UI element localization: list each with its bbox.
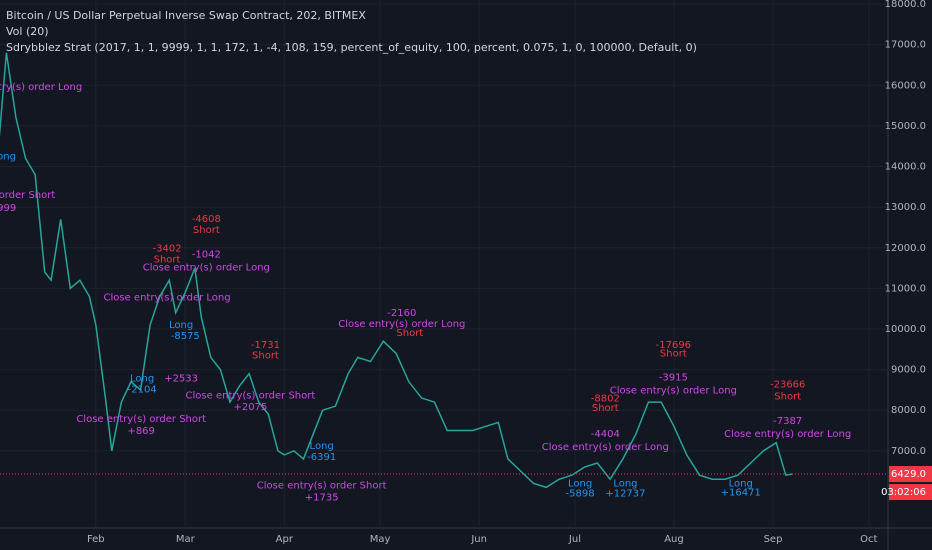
trade-annotation: -4404 bbox=[591, 429, 620, 440]
y-tick-label: 14000.0 bbox=[885, 162, 926, 173]
trade-annotation: Short bbox=[660, 349, 687, 360]
trade-annotation: Long bbox=[130, 373, 154, 384]
trade-annotation: Short bbox=[592, 403, 619, 414]
trade-annotation: entry(s) order Long bbox=[0, 82, 82, 93]
timer-label: 03:02:06 bbox=[881, 487, 926, 498]
trade-annotation: Close entry(s) order Short bbox=[257, 480, 387, 491]
x-tick-label: May bbox=[370, 534, 391, 545]
trade-annotation: +12737 bbox=[605, 488, 645, 499]
x-tick-label: Aug bbox=[664, 534, 684, 545]
trade-annotation: -2160 bbox=[387, 308, 416, 319]
trade-annotation: -8802 bbox=[591, 393, 620, 404]
trade-annotation: -7387 bbox=[773, 416, 802, 427]
trade-annotation: -1731 bbox=[251, 340, 280, 351]
axes: 7000.0 8000.0 9000.0 10000.0 11000.0 12000.0 1… bbox=[87, 0, 932, 545]
volume-label: Vol (20) bbox=[6, 25, 49, 38]
chart-title: Bitcoin / US Dollar Perpetual Inverse Sw… bbox=[6, 9, 366, 22]
trade-annotation: Close entry(s) order Long bbox=[542, 442, 669, 453]
price-line bbox=[0, 52, 793, 489]
y-tick-label: 18000.0 bbox=[885, 0, 926, 10]
x-tick-label: Mar bbox=[176, 534, 196, 545]
trade-annotation: -17696 bbox=[656, 340, 691, 351]
x-tick-label: Jun bbox=[470, 534, 487, 545]
x-tick-label: Apr bbox=[276, 534, 294, 545]
trade-annotation: -1042 bbox=[192, 250, 221, 261]
y-tick-label: 8000.0 bbox=[891, 405, 926, 416]
trade-annotation: Close entry(s) order Long bbox=[610, 385, 737, 396]
trade-annotation: Long bbox=[310, 441, 334, 452]
grid bbox=[0, 0, 888, 528]
y-tick-label: 13000.0 bbox=[885, 202, 926, 213]
trade-annotation: Close entry(s) order Long bbox=[724, 429, 851, 440]
trade-annotation: Long bbox=[0, 152, 16, 163]
y-tick-label: 16000.0 bbox=[885, 80, 926, 91]
x-tick-label: Oct bbox=[860, 534, 877, 545]
trade-annotation: Long bbox=[169, 320, 193, 331]
trade-annotation: Short bbox=[396, 328, 423, 339]
y-tick-label: 12000.0 bbox=[885, 243, 926, 254]
trade-annotation: 999 bbox=[0, 203, 16, 214]
trade-annotation: -3402 bbox=[153, 244, 182, 255]
plot: entry(s) order Long Long (s) order Short 99… bbox=[0, 52, 888, 503]
trade-annotation: Close entry(s) order Long bbox=[338, 319, 465, 330]
y-tick-label: 11000.0 bbox=[885, 283, 926, 294]
trade-annotation: Long bbox=[729, 478, 753, 489]
trade-annotation: Close entry(s) order Short bbox=[76, 414, 206, 425]
x-tick-label: Jul bbox=[568, 534, 581, 545]
trade-annotation: -23666 bbox=[770, 379, 805, 390]
trade-annotation: -8575 bbox=[171, 331, 200, 342]
trade-annotation: -2104 bbox=[128, 384, 157, 395]
trade-annotation: +2533 bbox=[164, 373, 198, 384]
trade-annotation: Long bbox=[568, 478, 592, 489]
trade-annotation: -3915 bbox=[659, 373, 688, 384]
timer-box bbox=[889, 484, 932, 501]
y-tick-label: 17000.0 bbox=[885, 40, 926, 51]
strategy-label: Sdrybblez Strat (2017, 1, 1, 9999, 1, 1,… bbox=[6, 41, 697, 54]
y-tick-label: 15000.0 bbox=[885, 121, 926, 132]
trade-annotation: Short bbox=[154, 255, 181, 266]
trade-annotation: Close entry(s) order Long bbox=[143, 263, 270, 274]
trade-annotation: Short bbox=[193, 225, 220, 236]
trade-annotation: +869 bbox=[127, 426, 154, 437]
trade-annotation: Short bbox=[252, 351, 279, 362]
trade-annotation: Close entry(s) order Short bbox=[186, 390, 316, 401]
y-tick-label: 9000.0 bbox=[891, 365, 926, 376]
x-tick-label: Feb bbox=[87, 534, 105, 545]
last-price-label: 6429.0 bbox=[891, 469, 926, 480]
trade-annotation: Close entry(s) order Long bbox=[104, 292, 231, 303]
trade-annotation: -4608 bbox=[192, 214, 221, 225]
trade-annotation: -6391 bbox=[307, 452, 336, 463]
trade-annotation: Short bbox=[774, 391, 801, 402]
trade-annotation: +16471 bbox=[721, 487, 761, 498]
trade-annotation: +1735 bbox=[305, 492, 339, 503]
trade-annotation: (s) order Short bbox=[0, 190, 55, 201]
trade-annotation: Long bbox=[613, 478, 637, 489]
y-tick-label: 7000.0 bbox=[891, 446, 926, 457]
x-tick-label: Sep bbox=[764, 534, 783, 545]
trade-annotation: -5898 bbox=[566, 488, 595, 499]
y-tick-label: 10000.0 bbox=[885, 324, 926, 335]
trade-annotation: +2075 bbox=[234, 402, 268, 413]
last-price-box bbox=[889, 466, 932, 483]
